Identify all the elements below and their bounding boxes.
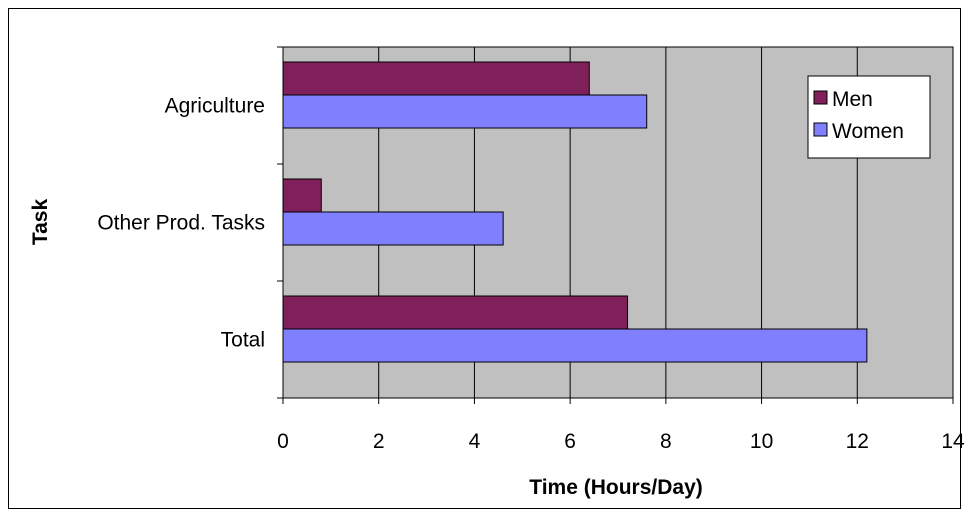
y-category-labels: Agriculture Other Prod. Tasks Total bbox=[97, 95, 265, 352]
y-category-label: Agriculture bbox=[165, 95, 265, 118]
x-axis-title: Time (Hours/Day) bbox=[529, 476, 703, 499]
x-tick-label: 12 bbox=[846, 430, 869, 453]
y-axis-title: Task bbox=[29, 199, 52, 246]
x-tick-label: 6 bbox=[564, 430, 576, 453]
legend-label-women: Women bbox=[832, 120, 904, 143]
bar-women-1 bbox=[282, 211, 504, 246]
legend-label-men: Men bbox=[832, 88, 873, 111]
x-tick-label: 2 bbox=[373, 430, 385, 453]
bar-women-2 bbox=[282, 328, 868, 363]
y-category-label: Other Prod. Tasks bbox=[97, 212, 265, 235]
legend-swatch-men bbox=[813, 90, 828, 105]
x-tick-labels: 0 2 4 6 8 10 12 14 bbox=[277, 430, 965, 453]
bar-men-0 bbox=[282, 61, 590, 96]
bar-women-0 bbox=[282, 94, 648, 129]
x-tick-label: 8 bbox=[660, 430, 672, 453]
legend-swatch-women bbox=[813, 122, 828, 137]
y-category-label: Total bbox=[221, 329, 265, 352]
bar-men-2 bbox=[282, 295, 629, 330]
legend-box bbox=[807, 75, 931, 159]
legend: Men Women bbox=[807, 75, 931, 159]
bars bbox=[282, 61, 868, 363]
x-tick-label: 10 bbox=[750, 430, 773, 453]
bar-men-1 bbox=[282, 178, 322, 213]
x-tick-label: 14 bbox=[941, 430, 965, 453]
x-tick-label: 4 bbox=[469, 430, 481, 453]
axes bbox=[277, 46, 954, 404]
x-tick-label: 0 bbox=[277, 430, 289, 453]
